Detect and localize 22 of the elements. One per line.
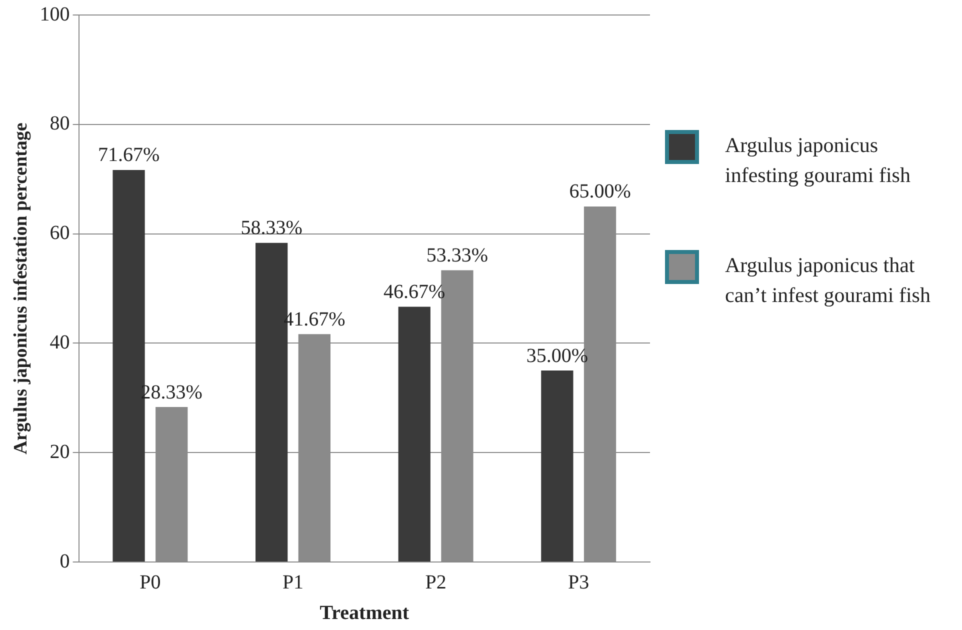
y-tick-label: 20 [50,440,70,463]
legend-label: Argulus japonicus that can’t infest gourami fish [725,252,932,309]
data-label: 71.67% [98,144,160,166]
legend-label: Argulus japonicus infesting gourami fish [725,132,912,189]
y-axis-title: Argulus japonicus infestation percentage [10,122,32,454]
data-label: 53.33% [426,244,488,267]
y-tick-label: 100 [40,3,70,26]
data-label: 58.33% [240,217,302,240]
y-tick-label: 60 [50,222,70,244]
x-tick-label: P1 [282,571,304,594]
data-label: 46.67% [384,280,446,303]
y-tick-label: 40 [50,331,70,354]
data-label: 35.00% [526,344,588,367]
y-tick-label: 0 [60,550,70,572]
x-axis-title: Treatment [320,602,410,624]
x-tick-label: P2 [425,571,446,594]
data-label: 65.00% [569,180,631,203]
x-tick-label: P3 [568,571,590,594]
bar [398,306,430,562]
y-tick-label: 80 [50,112,70,135]
bar [541,370,574,562]
x-tick-label: P0 [140,571,161,594]
